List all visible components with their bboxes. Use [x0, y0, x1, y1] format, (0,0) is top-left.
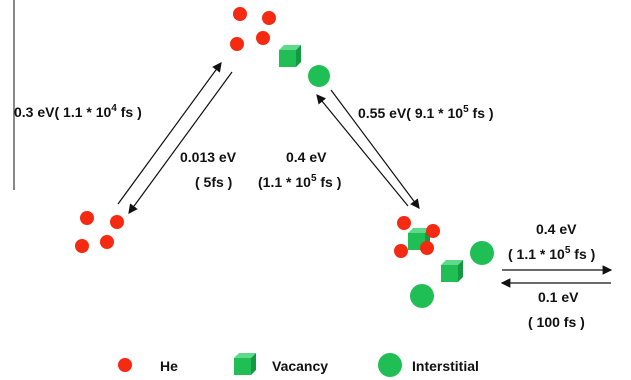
he-atom	[256, 31, 270, 45]
label-text: (1.1 * 10	[258, 174, 311, 190]
diagram: 0.3 eV( 1.1 * 104 fs ) 0.013 eV ( 5fs ) 0.4…	[0, 0, 631, 380]
legend-label: Vacancy	[272, 358, 328, 374]
he-atom	[394, 244, 408, 258]
rate-label: 0.013 eV	[180, 149, 237, 165]
rate-label: ( 5fs )	[195, 174, 232, 190]
label-text: 0.013 eV	[180, 149, 237, 165]
left-cluster	[75, 211, 124, 253]
label-text: 0.4 eV	[286, 149, 327, 165]
rate-label: ( 1.1 * 105 fs )	[508, 245, 595, 262]
he-atom	[230, 37, 244, 51]
label-text: ( 100 fs )	[528, 314, 585, 330]
he-atom	[397, 216, 411, 230]
rate-label: 0.55 eV( 9.1 * 105 fs )	[358, 104, 494, 121]
label-text: fs )	[469, 105, 494, 121]
right-cluster	[394, 216, 494, 308]
top-cluster	[230, 7, 330, 87]
rate-label: (1.1 * 105 fs )	[258, 173, 341, 190]
label-text: 0.4 eV	[536, 221, 577, 237]
label-text: fs )	[117, 104, 142, 120]
he-atom	[426, 224, 440, 238]
legend-vacancy	[234, 353, 256, 375]
arrow	[129, 72, 232, 213]
rate-label: 0.4 eV	[286, 149, 327, 165]
interstitial	[308, 65, 330, 87]
vacancy	[441, 260, 463, 282]
he-atom	[110, 215, 124, 229]
label-text: fs )	[317, 174, 342, 190]
rate-label: ( 100 fs )	[528, 314, 585, 330]
label-text: 0.3 eV( 1.1 * 10	[14, 104, 112, 120]
label-text: ( 5fs )	[195, 174, 232, 190]
he-atom	[262, 11, 276, 25]
label-text: ( 1.1 * 10	[508, 246, 565, 262]
he-atom	[80, 211, 94, 225]
label-text: fs )	[570, 246, 595, 262]
labels: 0.3 eV( 1.1 * 104 fs ) 0.013 eV ( 5fs ) 0.4…	[14, 103, 595, 330]
label-text: 0.1 eV	[538, 289, 579, 305]
rate-label: 0.4 eV	[536, 221, 577, 237]
rate-label: 0.3 eV( 1.1 * 104 fs )	[14, 103, 142, 120]
rate-label: 0.1 eV	[538, 289, 579, 305]
he-atom	[233, 7, 247, 21]
legend-label: He	[160, 358, 178, 374]
he-atom	[100, 235, 114, 249]
legend-interstitial	[378, 353, 402, 377]
legend-label: Interstitial	[412, 358, 479, 374]
he-atom	[75, 239, 89, 253]
legend: He Vacancy Interstitial	[118, 353, 479, 377]
interstitial	[410, 284, 434, 308]
legend-he	[118, 358, 132, 372]
he-atom	[420, 241, 434, 255]
interstitial	[470, 241, 494, 265]
vacancy	[279, 45, 301, 67]
label-text: 0.55 eV( 9.1 * 10	[358, 105, 463, 121]
